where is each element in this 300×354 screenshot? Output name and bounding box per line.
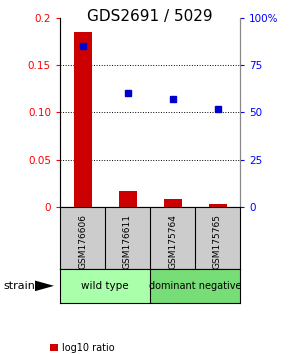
Text: GDS2691 / 5029: GDS2691 / 5029 — [87, 9, 213, 24]
Text: GSM175765: GSM175765 — [213, 214, 222, 269]
Polygon shape — [34, 280, 54, 291]
Text: GSM176606: GSM176606 — [78, 214, 87, 269]
Bar — [118, 191, 136, 207]
Legend: log10 ratio, percentile rank within the sample: log10 ratio, percentile rank within the … — [50, 343, 227, 354]
Text: dominant negative: dominant negative — [149, 281, 241, 291]
Bar — [164, 199, 181, 207]
Bar — [60, 269, 150, 303]
Text: strain: strain — [3, 281, 35, 291]
Text: wild type: wild type — [81, 281, 129, 291]
Text: GSM176611: GSM176611 — [123, 214, 132, 269]
Bar — [74, 32, 92, 207]
Bar — [150, 269, 240, 303]
Text: GSM175764: GSM175764 — [168, 214, 177, 269]
Bar — [208, 204, 226, 207]
